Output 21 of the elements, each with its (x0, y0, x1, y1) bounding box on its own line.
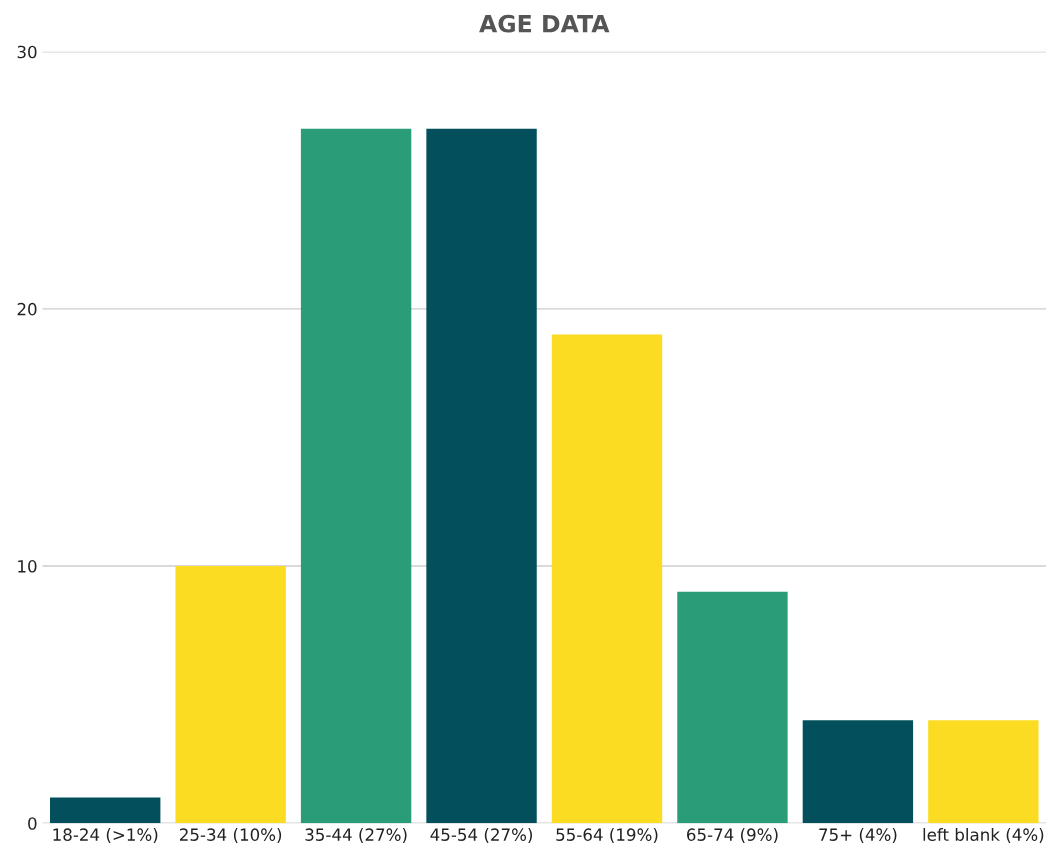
bar (551, 334, 663, 824)
x-tick-label: 35-44 (27%) (305, 828, 407, 843)
x-tick-label: 65-74 (9%) (687, 828, 778, 843)
y-tick-label: 30 (17, 45, 37, 59)
bar (175, 566, 286, 824)
bar (50, 797, 161, 824)
x-tick-label: 45-54 (27%) (430, 828, 533, 843)
y-tick-label: 10 (18, 560, 37, 573)
chart-title: AGE DATA (479, 14, 610, 33)
x-tick-label: 25-34 (10%) (179, 828, 282, 843)
bar (677, 591, 788, 824)
bar (426, 128, 537, 824)
y-tick-label: 20 (17, 302, 37, 316)
bar (802, 720, 914, 824)
x-tick-label: 18-24 (>1%) (53, 828, 158, 843)
bar (928, 720, 1039, 824)
x-tick-label: 55-64 (19%) (556, 828, 658, 843)
x-tick-label: 75+ (4%) (819, 828, 897, 843)
y-tick-label: 0 (28, 817, 37, 830)
x-tick-label: left blank (4%) (923, 828, 1044, 843)
bar (300, 128, 412, 824)
